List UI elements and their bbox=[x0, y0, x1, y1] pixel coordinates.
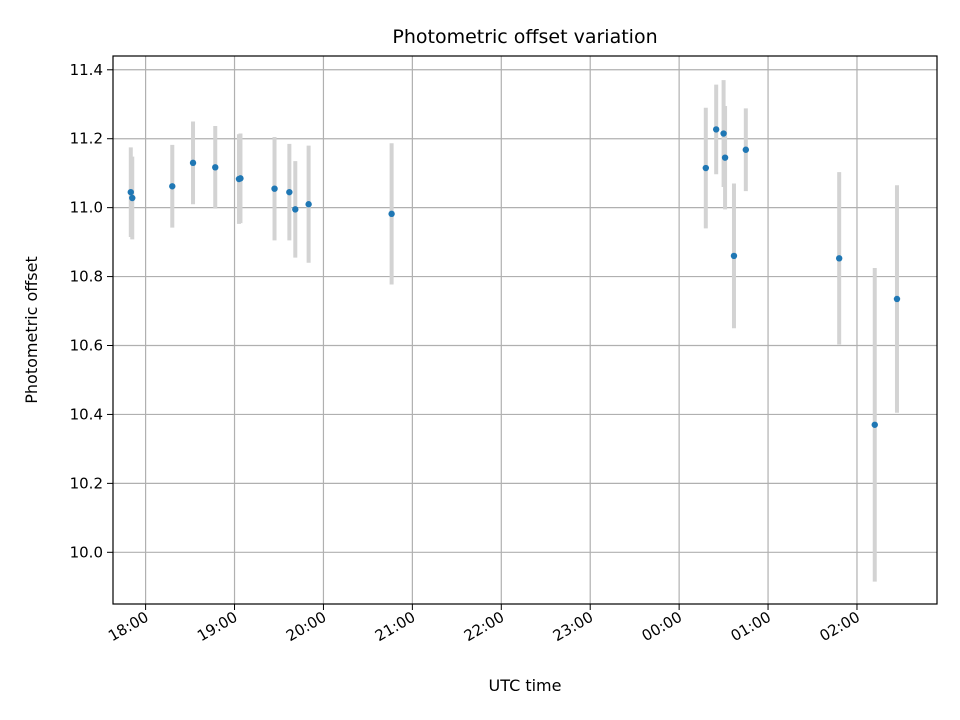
y-tick-label: 11.4 bbox=[70, 61, 103, 79]
x-tick-label: 01:00 bbox=[728, 608, 774, 645]
y-tick-label: 10.2 bbox=[70, 474, 103, 492]
y-tick-label: 10.6 bbox=[70, 337, 103, 355]
data-point bbox=[388, 210, 395, 218]
data-point bbox=[730, 252, 738, 260]
data-point bbox=[271, 185, 278, 192]
tick-layer bbox=[107, 69, 858, 610]
y-tick-label: 11.0 bbox=[70, 199, 103, 217]
data-point bbox=[127, 188, 134, 196]
data-point bbox=[871, 421, 878, 428]
data-point bbox=[237, 175, 244, 182]
y-tick-label: 10.4 bbox=[70, 405, 103, 423]
data-point bbox=[286, 188, 293, 196]
x-tick-label: 23:00 bbox=[550, 608, 596, 645]
x-axis-label: UTC time bbox=[489, 676, 562, 695]
x-tick-label: 22:00 bbox=[461, 608, 507, 645]
data-point bbox=[305, 201, 312, 208]
y-tick-labels: 10.0 10.2 10.4 10.6 10.8 11.0 11.2 11.4 bbox=[70, 61, 103, 562]
data-point bbox=[742, 146, 750, 153]
data-point bbox=[721, 154, 729, 161]
errorbar-layer bbox=[128, 80, 899, 582]
y-tick-label: 11.2 bbox=[70, 130, 103, 148]
data-point bbox=[702, 164, 710, 172]
y-tick-label: 10.8 bbox=[70, 268, 103, 286]
data-point bbox=[212, 164, 219, 171]
x-tick-labels: 18:00 19:00 20:00 21:00 22:00 23:00 00:00 01:00… bbox=[105, 608, 863, 645]
data-point bbox=[893, 295, 901, 303]
x-tick-label: 00:00 bbox=[639, 608, 685, 645]
x-tick-label: 19:00 bbox=[194, 608, 240, 645]
x-tick-label: 02:00 bbox=[817, 608, 863, 645]
data-point bbox=[189, 159, 197, 167]
x-tick-label: 21:00 bbox=[372, 608, 418, 645]
x-tick-label: 20:00 bbox=[283, 608, 329, 645]
y-axis-label: Photometric offset bbox=[22, 256, 41, 404]
data-point bbox=[169, 183, 176, 190]
x-tick-label: 18:00 bbox=[105, 608, 151, 645]
data-point bbox=[292, 206, 299, 213]
y-tick-label: 10.0 bbox=[70, 543, 103, 561]
plot-frame bbox=[112, 55, 938, 605]
point-layer bbox=[127, 126, 901, 428]
grid-layer bbox=[113, 56, 937, 604]
data-point bbox=[712, 126, 720, 133]
chart-title: Photometric offset variation bbox=[392, 26, 657, 48]
data-point bbox=[129, 194, 136, 202]
data-point bbox=[720, 130, 727, 137]
data-point bbox=[835, 255, 843, 262]
